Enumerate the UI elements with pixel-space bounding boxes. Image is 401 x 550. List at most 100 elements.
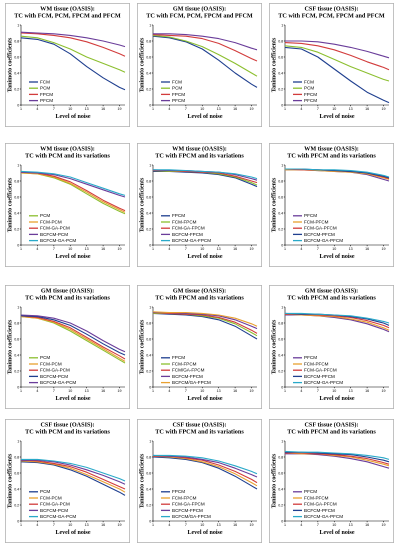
legend-entry: PCM (172, 86, 182, 91)
y-tick-label: 0.6 (14, 195, 19, 199)
y-tick-label: 1 (281, 23, 283, 27)
legend-entry: BCFCM-FPCM (172, 508, 203, 513)
x-tick-label: 4 (300, 247, 302, 251)
x-tick-label: 7 (185, 523, 187, 527)
y-tick-label: 0.6 (146, 55, 151, 59)
x-tick-label: 13 (349, 389, 353, 393)
y-tick-label: 0.4 (146, 211, 151, 215)
y-axis-label: Tanimoto coefficients (8, 319, 14, 374)
legend-entry: BCFCM-PFCM (304, 374, 335, 379)
chart-panel-7: GM tissue (OASIS):TC with PCM and its va… (5, 285, 130, 409)
legend-entry: FPCM (172, 355, 185, 360)
legend-entry: BCFCM-PCM (40, 232, 68, 237)
x-tick-label: 1 (152, 107, 154, 111)
y-tick-label: 1 (149, 305, 151, 309)
legend-entry: PCM (40, 213, 50, 218)
x-tick-label: 10 (200, 247, 204, 251)
x-tick-label: 19 (118, 247, 122, 251)
x-tick-label: 13 (85, 389, 89, 393)
x-tick-label: 19 (118, 523, 122, 527)
legend-entry: FCM/GA-FPCM (172, 368, 205, 373)
chart-title-line-2: TC with FCM, PCM, FPCM and PFCM (278, 12, 385, 19)
series-line-pcm (152, 34, 258, 77)
x-tick-label: 7 (185, 389, 187, 393)
x-tick-label: 10 (332, 107, 336, 111)
legend-entry: FPCM (172, 489, 185, 494)
chart-title-line-1: CSF tissue (OASIS): (172, 422, 226, 429)
y-tick-label: 0.6 (14, 337, 19, 341)
series-line-fcm-pfcm (284, 313, 390, 331)
y-tick-label: 0 (149, 519, 151, 523)
y-tick-label: 0.2 (146, 227, 151, 231)
y-tick-label: 1 (17, 163, 19, 167)
x-tick-label: 16 (365, 247, 369, 251)
panel-frame (137, 285, 262, 409)
series-line-fpcm (152, 312, 258, 340)
x-tick-label: 19 (118, 389, 122, 393)
x-tick-label: 10 (332, 247, 336, 251)
panel-frame (269, 143, 394, 267)
y-tick-label: 0.6 (146, 337, 151, 341)
x-tick-label: 19 (118, 107, 122, 111)
chart-panel-1: WM tissue (OASIS):TC with FCM, PCM, FPCM… (5, 3, 130, 127)
chart-panel-8: GM tissue (OASIS):TC with FPCM and its v… (137, 285, 262, 409)
legend-entry: PCM (40, 355, 50, 360)
y-tick-label: 0.6 (14, 471, 19, 475)
series-line-fcm-ga-pcm (20, 315, 126, 360)
y-tick-label: 0.8 (146, 39, 151, 43)
y-tick-label: 1 (281, 439, 283, 443)
series-line-pcm (20, 461, 126, 496)
x-tick-label: 19 (382, 389, 386, 393)
series-line-bcfcm-ga-pcm (21, 458, 126, 482)
legend-entry: BCFCM/GA-FPCM (172, 514, 211, 519)
x-tick-label: 7 (185, 247, 187, 251)
legend-entry: FPCM (172, 213, 185, 218)
chart-panel-12: CSF tissue (OASIS):TC with PFCM and its … (269, 419, 394, 543)
x-tick-label: 19 (382, 523, 386, 527)
legend-entry: FCM (304, 79, 314, 84)
x-tick-label: 4 (168, 107, 170, 111)
series-line-fcm-pcm (20, 316, 126, 362)
series-line-bcfcm-ga-pfcm (285, 168, 390, 178)
x-tick-label: 10 (332, 523, 336, 527)
x-tick-label: 13 (85, 247, 89, 251)
x-tick-label: 4 (36, 389, 38, 393)
y-tick-label: 0.6 (278, 337, 283, 341)
legend-entry: PFCM (304, 489, 317, 494)
legend-entry: PFCM (304, 213, 317, 218)
legend-entry: BCFCM-FPCM (172, 232, 203, 237)
legend-entry: FCM-PCM (40, 495, 62, 500)
x-tick-label: 7 (317, 389, 319, 393)
x-tick-label: 16 (101, 389, 105, 393)
y-axis-label: Tanimoto coefficients (272, 453, 278, 508)
x-axis-label: Level of noise (320, 114, 355, 120)
x-tick-label: 10 (200, 523, 204, 527)
series-line-fcm-ga-pcm (20, 459, 126, 490)
y-tick-label: 0.8 (278, 39, 283, 43)
chart-title-line-1: WM tissue (OASIS): (40, 6, 95, 13)
x-tick-label: 7 (53, 107, 55, 111)
series-line-bcfcm-ga-pfcm (284, 450, 390, 460)
series-line-bcfcm-ga-pcm (20, 314, 126, 353)
x-tick-label: 16 (101, 523, 105, 527)
chart-title-line-2: TC with PFCM and its variations (287, 428, 376, 435)
panel-frame (269, 3, 394, 127)
series-line-bcfcm-ga-fpcm (152, 311, 258, 327)
x-tick-label: 10 (68, 523, 72, 527)
series-line-fpcm (152, 34, 258, 62)
x-tick-label: 19 (250, 247, 254, 251)
x-tick-label: 7 (53, 523, 55, 527)
x-axis-label: Level of noise (188, 254, 223, 260)
y-tick-label: 0.2 (14, 369, 19, 373)
x-tick-label: 13 (85, 523, 89, 527)
y-tick-label: 0 (149, 243, 151, 247)
y-axis-label: Tanimoto coefficients (140, 177, 146, 232)
legend-entry: PCM (40, 489, 50, 494)
y-tick-label: 0.2 (278, 503, 283, 507)
chart-panel-3: CSF tissue (OASIS):TC with FCM, PCM, FPC… (269, 3, 394, 127)
x-tick-label: 13 (349, 107, 353, 111)
y-tick-label: 0.2 (146, 503, 151, 507)
legend-entry: FCM-PFCM (304, 361, 329, 366)
series-line-fcm-ga-fpcm (152, 312, 258, 334)
legend-entry: FCM-GA-PFCM (304, 502, 337, 507)
